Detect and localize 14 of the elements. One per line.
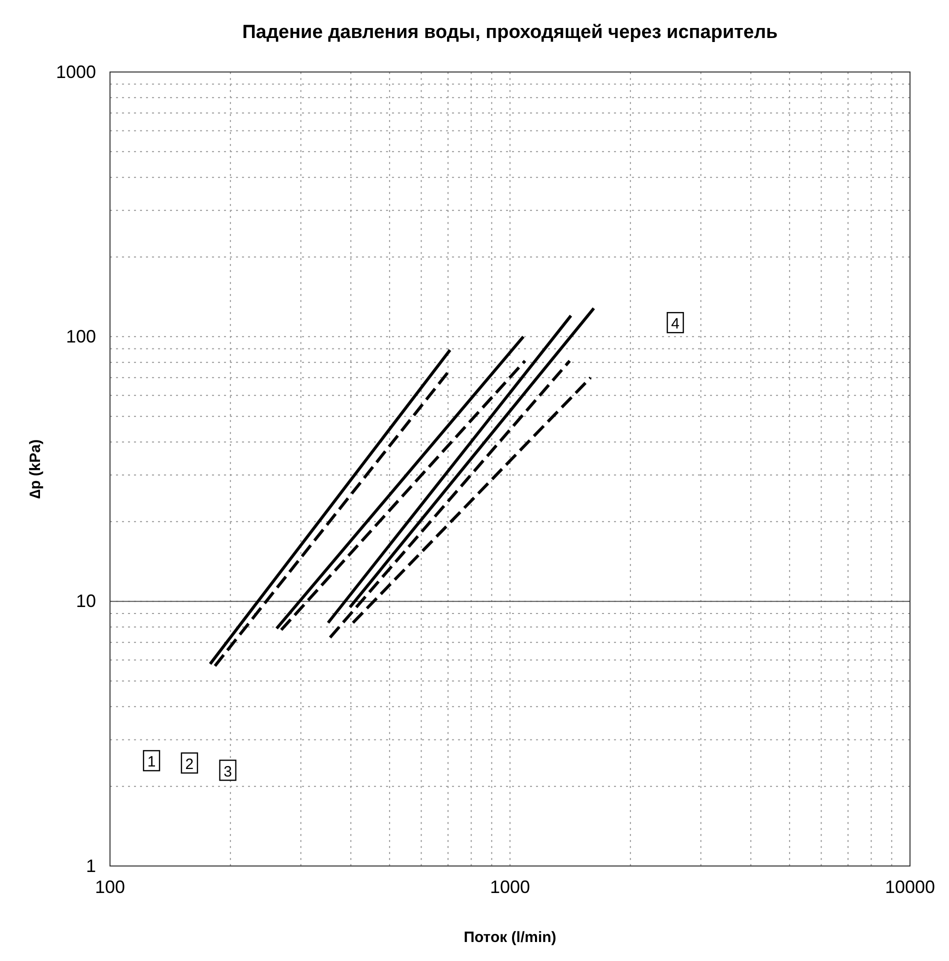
x-tick-label: 1000 bbox=[490, 876, 530, 897]
y-tick-label: 100 bbox=[66, 326, 96, 346]
x-axis-title: Поток (l/min) bbox=[464, 929, 556, 946]
x-tick-label: 10000 bbox=[884, 876, 936, 897]
annotation: 2 bbox=[185, 756, 194, 773]
x-tick-label: 100 bbox=[94, 876, 126, 897]
annotation: 4 bbox=[671, 316, 680, 333]
y-tick-label: 1000 bbox=[56, 62, 96, 82]
y-tick-label: 10 bbox=[76, 591, 96, 612]
y-axis-title: ∆p (kPa) bbox=[27, 439, 44, 499]
annotation: 3 bbox=[224, 763, 232, 780]
annotation: 1 bbox=[147, 754, 156, 771]
chart-title: Падение давления воды, проходящей через испаритель bbox=[242, 22, 778, 43]
y-tick-label: 1 bbox=[86, 856, 96, 876]
